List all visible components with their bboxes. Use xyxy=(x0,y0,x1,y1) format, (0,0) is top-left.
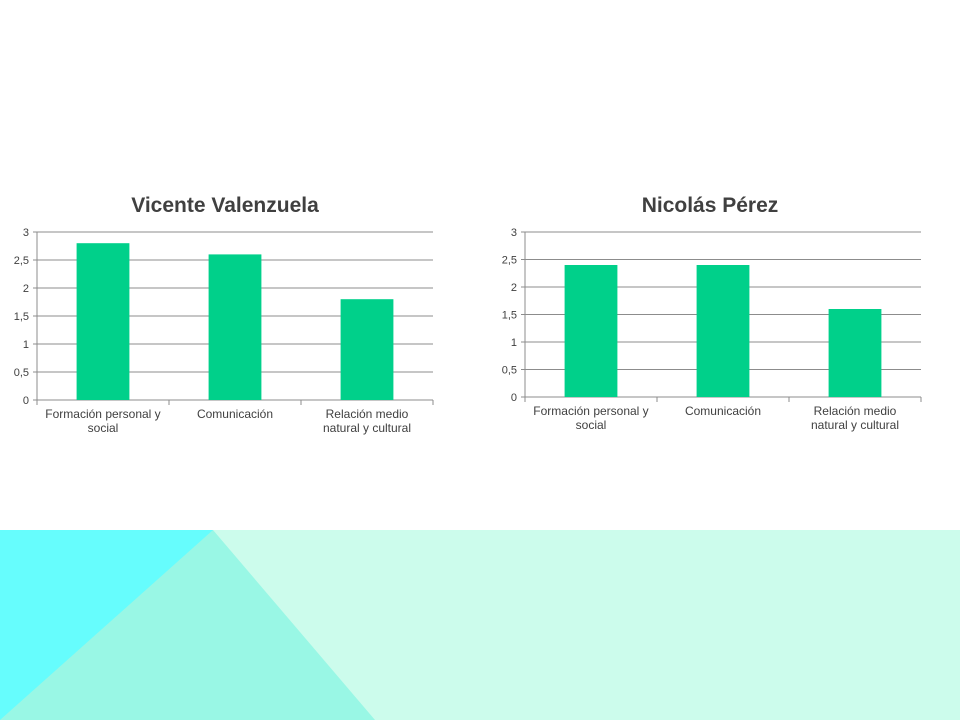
y-tick-label: 0 xyxy=(23,395,29,407)
category-label: Relación medio xyxy=(326,407,409,421)
y-tick-label: 2,5 xyxy=(14,255,29,267)
chart-vicente-valenzuela: Vicente Valenzuela 0 0,5 1 1,5 2 2,5 3 Formación… xyxy=(14,194,434,435)
category-label: Formación personal y xyxy=(533,404,648,418)
category-label: Relación medio xyxy=(814,404,897,418)
chart-nicolas-perez: Nicolás Pérez 0 0,5 1 1,5 2 2,5 3 Formación pers… xyxy=(502,194,922,432)
category-label: natural y cultural xyxy=(323,421,411,435)
category-label: social xyxy=(576,418,607,432)
y-tick-label: 3 xyxy=(23,227,29,239)
category-label: social xyxy=(88,421,119,435)
category-label: Comunicación xyxy=(197,407,273,421)
y-tick-label: 0 xyxy=(511,392,517,404)
y-tick-label: 0,5 xyxy=(14,367,29,379)
category-label: Comunicación xyxy=(685,404,761,418)
bar xyxy=(828,309,882,397)
category-label: natural y cultural xyxy=(811,418,899,432)
bar xyxy=(340,299,394,400)
bottom-band-cyan-triangle xyxy=(0,530,213,720)
y-tick-label: 1 xyxy=(511,337,517,349)
y-tick-label: 2 xyxy=(23,283,29,295)
y-tick-label: 2 xyxy=(511,282,517,294)
y-tick-label: 0,5 xyxy=(502,365,517,377)
bar xyxy=(696,265,750,397)
bar xyxy=(564,265,618,397)
bar xyxy=(76,243,130,400)
chart-title: Vicente Valenzuela xyxy=(131,194,319,217)
y-tick-label: 2,5 xyxy=(502,255,517,267)
y-tick-label: 1,5 xyxy=(14,311,29,323)
y-tick-label: 1,5 xyxy=(502,310,517,322)
category-label: Formación personal y xyxy=(45,407,160,421)
y-tick-label: 3 xyxy=(511,227,517,239)
bar xyxy=(208,254,262,400)
chart-title: Nicolás Pérez xyxy=(642,194,779,217)
y-tick-label: 1 xyxy=(23,339,29,351)
